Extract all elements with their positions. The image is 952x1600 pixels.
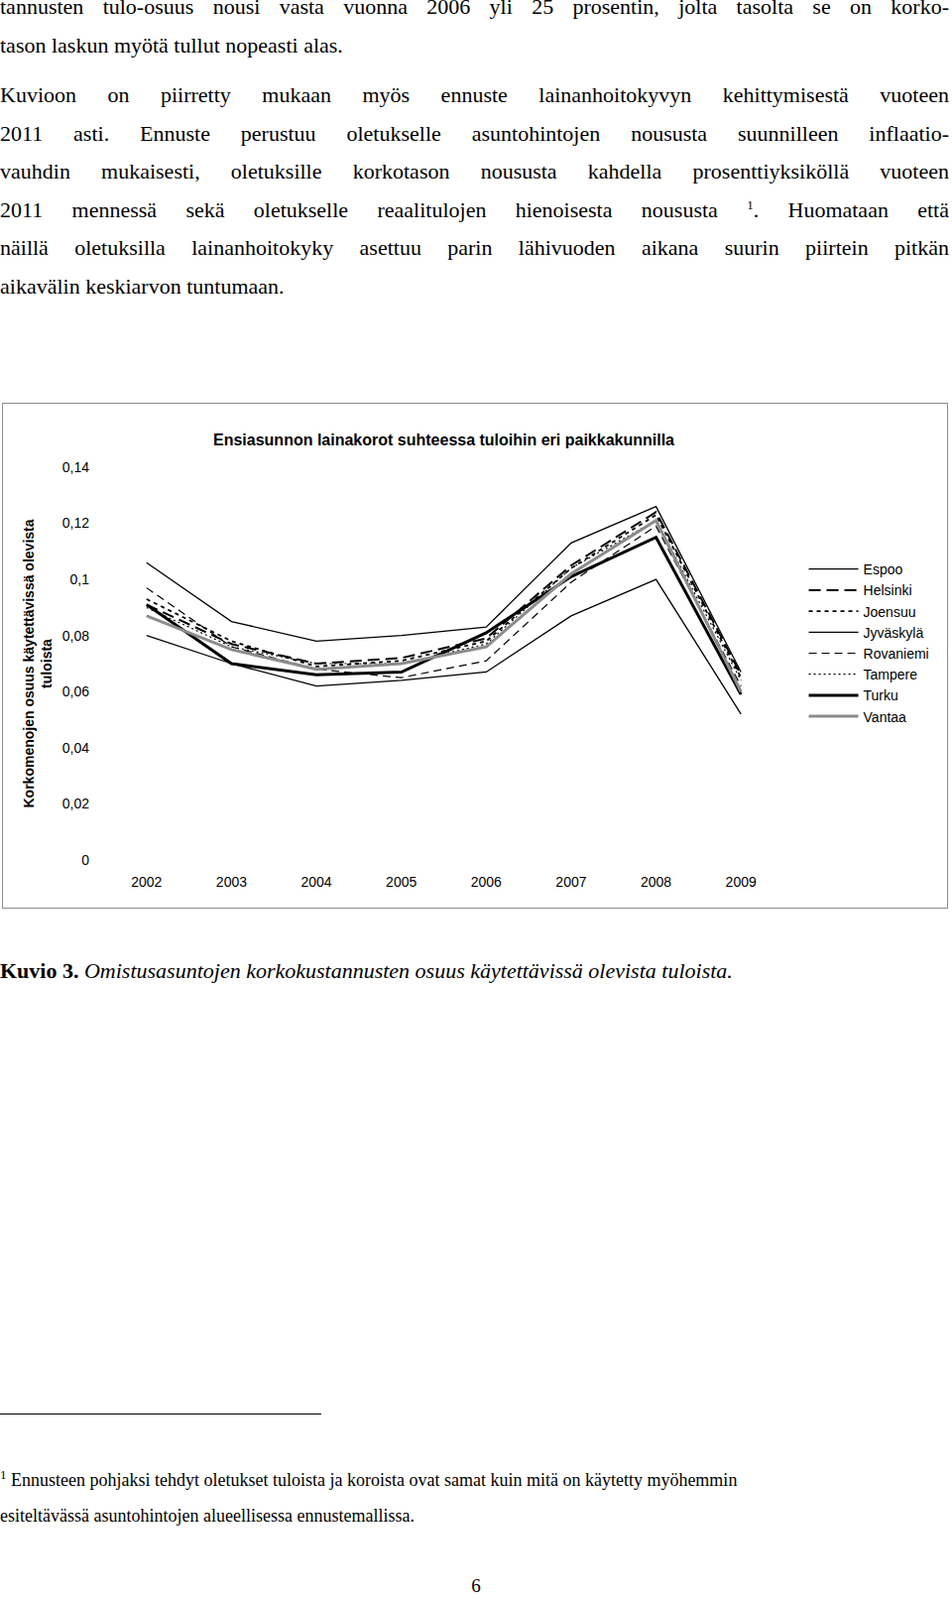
svg-text:Helsinki: Helsinki xyxy=(863,582,913,598)
svg-text:2004: 2004 xyxy=(300,873,332,890)
svg-text:2003: 2003 xyxy=(216,873,247,890)
html-text:2011 mennessä sekä oletukselle: 2011 mennessä sekä oletukselle reaalitul… xyxy=(0,196,950,222)
html-text:näillä oletuksilla lainanhoito: näillä oletuksilla lainanhoitokyky asett… xyxy=(0,235,950,260)
svg-text:Joensuu: Joensuu xyxy=(863,603,917,620)
svg-text:0,06: 0,06 xyxy=(62,683,90,700)
svg-text:0,02: 0,02 xyxy=(62,795,90,812)
html-text:Kuvio 3. Omistusasuntojen kork: Kuvio 3. Omistusasuntojen korkokustannus… xyxy=(0,957,733,983)
svg-text:Jyväskylä: Jyväskylä xyxy=(863,624,925,641)
svg-text:2006: 2006 xyxy=(471,873,502,890)
html-text:vauhdin mukaisesti, oletuksill: vauhdin mukaisesti, oletuksille korkotas… xyxy=(0,158,950,184)
html-text:1Ennusteen pohjaksi tehdyt ole: 1Ennusteen pohjaksi tehdyt oletukset tul… xyxy=(0,1466,738,1490)
svg-text:Vantaa: Vantaa xyxy=(863,709,908,725)
html-text:2011 asti. Ennuste perustuu ol: 2011 asti. Ennuste perustuu oletukselle … xyxy=(0,120,950,146)
svg-text:0,1: 0,1 xyxy=(70,571,91,588)
svg-text:0,04: 0,04 xyxy=(62,739,90,756)
svg-text:0,14: 0,14 xyxy=(62,459,90,476)
svg-text:2007: 2007 xyxy=(555,873,587,890)
svg-text:Espoo: Espoo xyxy=(863,561,904,578)
svg-text:Ensiasunnon lainakorot suhtees: Ensiasunnon lainakorot suhteessa tuloihi… xyxy=(213,431,675,449)
html-text:Kuvioon on piirretty mukaan my: Kuvioon on piirretty mukaan myös ennuste… xyxy=(0,82,950,108)
svg-text:Korkomenojen osuus käytettävis: Korkomenojen osuus käytettävissä olevist… xyxy=(20,518,55,808)
svg-text:Turku: Turku xyxy=(863,687,899,704)
svg-text:2002: 2002 xyxy=(130,873,162,890)
svg-text:2009: 2009 xyxy=(725,873,757,890)
svg-text:2005: 2005 xyxy=(385,873,417,890)
html-text:6: 6 xyxy=(471,1574,481,1596)
svg-text:0,08: 0,08 xyxy=(62,627,90,644)
svg-text:Rovaniemi: Rovaniemi xyxy=(863,645,930,662)
html-text:tason laskun myötä tullut nope: tason laskun myötä tullut nopeasti alas. xyxy=(0,32,343,58)
html-text:esiteltävässä asuntohintojen a: esiteltävässä asuntohintojen alueellises… xyxy=(0,1505,415,1526)
svg-text:Tampere: Tampere xyxy=(863,666,919,683)
svg-text:0,12: 0,12 xyxy=(62,514,90,531)
html-text:aikavälin keskiarvon tuntumaan: aikavälin keskiarvon tuntumaan. xyxy=(0,273,285,298)
svg-text:2008: 2008 xyxy=(640,873,672,890)
svg-text:0: 0 xyxy=(81,851,90,868)
